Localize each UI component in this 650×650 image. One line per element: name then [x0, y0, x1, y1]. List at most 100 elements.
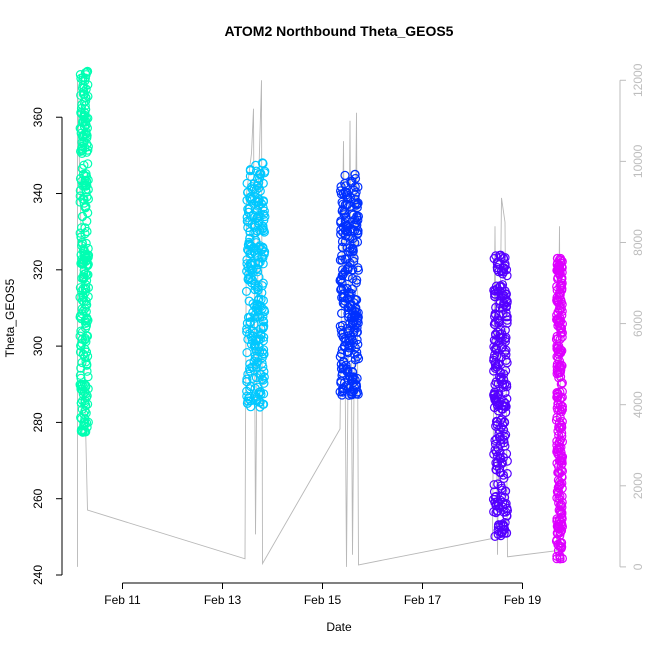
data-point [554, 260, 564, 270]
data-point [76, 232, 86, 242]
data-point [249, 319, 259, 329]
data-point [338, 188, 349, 199]
data-point [500, 517, 510, 528]
data-point [556, 517, 566, 528]
data-point [259, 366, 269, 377]
data-point [497, 332, 507, 342]
data-point [337, 308, 347, 318]
data-point [82, 360, 92, 370]
data-point [553, 388, 563, 398]
data-point [554, 456, 565, 466]
data-point [249, 179, 259, 189]
data-point [497, 458, 507, 468]
data-point [78, 111, 89, 121]
data-point [347, 265, 358, 275]
data-point [347, 367, 357, 377]
data-point [552, 369, 562, 379]
data-point [489, 335, 499, 345]
data-point [497, 379, 508, 389]
data-point [247, 265, 258, 275]
data-point [83, 315, 93, 325]
data-point [556, 404, 567, 414]
y2-tick-label: 4000 [631, 391, 645, 418]
data-point [499, 290, 509, 301]
data-point [245, 165, 255, 175]
data-point [495, 281, 505, 291]
data-point [351, 200, 362, 210]
data-point [76, 425, 87, 435]
data-point [82, 351, 93, 361]
data-point [337, 278, 347, 288]
data-point [338, 228, 348, 238]
data-point [83, 80, 93, 90]
data-point [553, 426, 563, 436]
y-tick-label: 240 [31, 565, 45, 585]
data-point [78, 80, 88, 91]
data-point [490, 344, 500, 354]
data-point [552, 366, 562, 376]
data-point [555, 387, 565, 397]
data-point [499, 417, 510, 428]
data-point [338, 328, 348, 338]
data-point [81, 187, 91, 197]
data-point [242, 324, 252, 334]
data-point [345, 341, 355, 351]
data-point [258, 224, 268, 234]
data-point [243, 312, 254, 322]
data-point [489, 389, 499, 399]
data-point [77, 211, 88, 222]
data-point [242, 195, 252, 205]
data-point [557, 278, 567, 288]
data-point [492, 458, 502, 468]
data-point [340, 237, 350, 247]
data-point [245, 226, 255, 237]
data-point [83, 372, 93, 382]
data-point [491, 330, 501, 340]
data-point [500, 388, 510, 398]
data-point [555, 523, 565, 534]
data-point [342, 199, 352, 209]
data-point [557, 361, 567, 371]
y-axis-right: 0 2000 4000 6000 8000 10000 12000 [619, 63, 645, 570]
data-point [336, 284, 347, 294]
data-point [77, 286, 87, 296]
data-point [490, 286, 500, 296]
data-point [502, 511, 512, 521]
data-point [552, 310, 562, 320]
y2-tick-label: 2000 [631, 472, 645, 499]
data-point [491, 507, 501, 518]
data-point [351, 382, 362, 392]
data-point [79, 269, 89, 280]
data-point [242, 398, 253, 408]
data-point [552, 440, 562, 450]
data-point [75, 146, 86, 156]
data-point [336, 225, 346, 235]
data-point [244, 393, 254, 403]
data-point [258, 196, 268, 206]
data-point [81, 256, 91, 266]
data-point [253, 201, 263, 211]
data-point [255, 402, 265, 412]
data-point [342, 226, 353, 237]
data-point [555, 287, 565, 297]
data-point [82, 422, 92, 432]
y2-tick-label: 6000 [631, 310, 645, 337]
data-point [245, 171, 255, 181]
data-point [557, 508, 567, 518]
data-point [350, 238, 360, 248]
data-point [252, 196, 263, 206]
data-point [75, 347, 86, 357]
data-point [341, 212, 351, 222]
data-point [492, 362, 502, 372]
data-point [242, 374, 252, 384]
data-point [337, 236, 348, 247]
altitude-trace-layer [77, 80, 562, 567]
x-tick-label: Feb 13 [204, 593, 242, 607]
data-point [336, 325, 346, 335]
data-point [255, 301, 265, 311]
data-point [553, 539, 563, 550]
data-point [83, 243, 93, 254]
data-point [342, 364, 352, 374]
data-point [501, 350, 511, 360]
